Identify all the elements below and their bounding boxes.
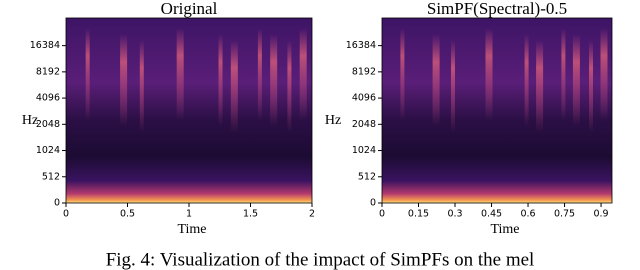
y-tick-label: 8192: [352, 66, 376, 77]
y-tick-label: 4096: [352, 93, 376, 104]
x-tick-label: 1: [186, 209, 192, 220]
x-tick-label: 0.5: [120, 209, 135, 220]
y-tick-label: 512: [358, 171, 376, 182]
y-axis-label: Hz: [325, 113, 341, 128]
caption: Fig. 4: Visualization of the impact of S…: [106, 249, 535, 270]
y-tick-label: 8192: [36, 66, 60, 77]
spectral-streak: [485, 28, 493, 121]
y-tick-label: 0: [370, 198, 376, 209]
spectral-streak: [85, 28, 90, 121]
y-tick-label: 2048: [352, 119, 376, 130]
spectral-streak: [561, 28, 566, 121]
spectral-streak: [536, 40, 544, 133]
spectral-streak: [120, 34, 128, 127]
chart-title: Original: [161, 0, 218, 18]
spectral-streak: [176, 28, 184, 121]
y-tick-label: 16384: [346, 40, 376, 51]
spectral-streak: [139, 40, 144, 133]
chart-title: SimPF(Spectral)-0.5: [427, 0, 567, 18]
y-tick-label: 0: [54, 198, 60, 209]
x-axis-label: Time: [177, 222, 206, 237]
y-axis-label: Hz: [22, 113, 38, 128]
x-tick-label: 0.6: [520, 209, 535, 220]
x-tick-label: 1.5: [243, 209, 258, 220]
spectral-streak: [451, 40, 455, 133]
y-tick-label: 4096: [36, 93, 60, 104]
x-tick-label: 0: [379, 209, 385, 220]
spectral-streak: [287, 40, 292, 133]
spectral-streak: [270, 34, 278, 127]
spectral-streak: [400, 28, 405, 121]
x-tick-label: 0.9: [593, 209, 608, 220]
spectral-streak: [524, 34, 529, 127]
spectral-streak: [218, 34, 223, 127]
y-tick-label: 2048: [36, 119, 60, 130]
spectral-streak: [432, 34, 440, 127]
x-axis-label: Time: [490, 222, 519, 237]
spectral-streak: [600, 28, 608, 121]
y-tick-label: 1024: [352, 145, 376, 156]
spectral-streak: [257, 28, 262, 121]
x-tick-label: 0.3: [447, 209, 462, 220]
spectral-streak: [230, 40, 238, 133]
spectral-streak: [572, 34, 580, 127]
x-tick-label: 2: [309, 209, 315, 220]
plot-frame: [381, 17, 613, 204]
x-tick-label: 0.75: [554, 209, 575, 220]
x-tick-label: 0.15: [408, 209, 429, 220]
x-tick-label: 0.45: [481, 209, 502, 220]
spectral-streak: [299, 28, 307, 121]
y-tick-label: 16384: [30, 40, 60, 51]
x-tick-label: 0: [63, 209, 69, 220]
spectral-streak: [589, 40, 593, 133]
y-tick-label: 1024: [36, 145, 60, 156]
y-tick-label: 512: [42, 171, 60, 182]
